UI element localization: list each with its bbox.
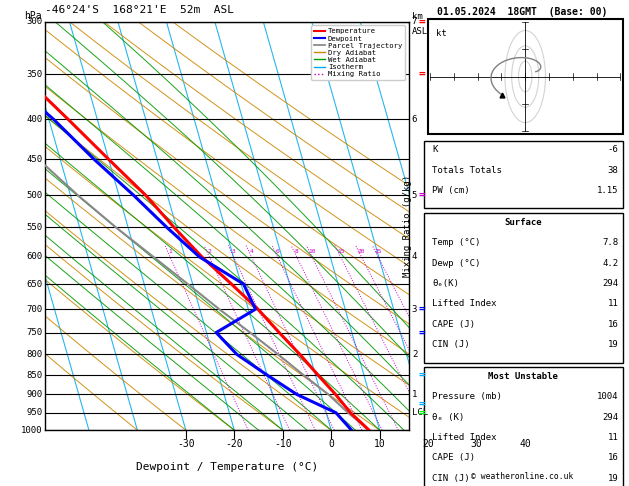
- Text: Lifted Index: Lifted Index: [432, 433, 497, 442]
- Text: 5: 5: [412, 191, 417, 200]
- Text: =: =: [418, 328, 425, 338]
- Text: 0: 0: [328, 439, 334, 449]
- Text: 7.8: 7.8: [602, 238, 618, 247]
- Text: 2: 2: [208, 249, 211, 254]
- Text: Lifted Index: Lifted Index: [432, 299, 497, 309]
- Bar: [423, 367, 623, 486]
- Text: 8: 8: [295, 249, 299, 254]
- Text: Most Unstable: Most Unstable: [488, 372, 558, 381]
- Text: -30: -30: [177, 439, 194, 449]
- Text: K: K: [432, 145, 438, 155]
- Text: θₑ (K): θₑ (K): [432, 413, 464, 422]
- Text: 1: 1: [168, 249, 172, 254]
- Text: θₑ(K): θₑ(K): [432, 279, 459, 288]
- Text: 10: 10: [374, 439, 386, 449]
- Text: 450: 450: [26, 155, 42, 164]
- Text: 4: 4: [412, 252, 417, 261]
- Text: -10: -10: [274, 439, 291, 449]
- Text: ASL: ASL: [412, 27, 428, 36]
- Text: 20: 20: [358, 249, 365, 254]
- Text: 2: 2: [412, 350, 417, 359]
- Text: 950: 950: [26, 408, 42, 417]
- Text: 500: 500: [26, 191, 42, 200]
- Text: =: =: [418, 17, 425, 27]
- Text: Pressure (mb): Pressure (mb): [432, 392, 502, 401]
- Text: =: =: [418, 304, 425, 314]
- Text: 1004: 1004: [597, 392, 618, 401]
- Text: 15: 15: [337, 249, 344, 254]
- Text: 25: 25: [374, 249, 382, 254]
- Text: 3: 3: [412, 305, 417, 313]
- Text: 650: 650: [26, 279, 42, 289]
- Text: 294: 294: [602, 279, 618, 288]
- Text: 4.2: 4.2: [602, 259, 618, 268]
- Text: Dewp (°C): Dewp (°C): [432, 259, 481, 268]
- Text: 20: 20: [422, 439, 434, 449]
- Text: Mixing Ratio (g/kg): Mixing Ratio (g/kg): [403, 175, 412, 277]
- Text: CIN (J): CIN (J): [432, 474, 470, 483]
- Text: hPa: hPa: [25, 11, 42, 21]
- Text: =: =: [418, 399, 425, 409]
- Text: 19: 19: [608, 474, 618, 483]
- Text: LCL: LCL: [412, 408, 428, 417]
- Text: 700: 700: [26, 305, 42, 313]
- Text: 30: 30: [470, 439, 482, 449]
- Text: Surface: Surface: [504, 218, 542, 227]
- Text: © weatheronline.co.uk: © weatheronline.co.uk: [471, 472, 573, 481]
- Bar: [423, 141, 623, 208]
- Text: CIN (J): CIN (J): [432, 340, 470, 349]
- Text: 4: 4: [250, 249, 253, 254]
- Text: -6: -6: [608, 145, 618, 155]
- Legend: Temperature, Dewpoint, Parcel Trajectory, Dry Adiabat, Wet Adiabat, Isotherm, Mi: Temperature, Dewpoint, Parcel Trajectory…: [311, 25, 405, 80]
- Text: =: =: [418, 408, 425, 418]
- Text: 40: 40: [519, 439, 531, 449]
- Text: =: =: [418, 69, 425, 79]
- Text: 400: 400: [26, 115, 42, 124]
- Text: 800: 800: [26, 350, 42, 359]
- Text: 350: 350: [26, 69, 42, 79]
- Text: 1: 1: [412, 390, 417, 399]
- Text: 1000: 1000: [21, 426, 42, 434]
- Text: kt: kt: [437, 29, 447, 38]
- Text: =: =: [418, 370, 425, 380]
- Text: 294: 294: [602, 413, 618, 422]
- Text: 38: 38: [608, 166, 618, 175]
- Text: km: km: [412, 12, 423, 21]
- Text: 7: 7: [412, 17, 417, 26]
- Text: PW (cm): PW (cm): [432, 186, 470, 195]
- Bar: [428, 19, 623, 134]
- Text: CAPE (J): CAPE (J): [432, 453, 475, 463]
- Text: 550: 550: [26, 223, 42, 232]
- Text: 11: 11: [608, 433, 618, 442]
- Text: =: =: [418, 190, 425, 200]
- Bar: [423, 213, 623, 363]
- Text: -20: -20: [225, 439, 243, 449]
- Text: 3: 3: [231, 249, 235, 254]
- Text: Totals Totals: Totals Totals: [432, 166, 502, 175]
- Text: 750: 750: [26, 328, 42, 337]
- Text: 900: 900: [26, 390, 42, 399]
- Text: 6: 6: [412, 115, 417, 124]
- Text: 850: 850: [26, 370, 42, 380]
- Text: -46°24'S  168°21'E  52m  ASL: -46°24'S 168°21'E 52m ASL: [45, 4, 234, 15]
- Text: 1.15: 1.15: [597, 186, 618, 195]
- Text: 19: 19: [608, 340, 618, 349]
- Text: Temp (°C): Temp (°C): [432, 238, 481, 247]
- Text: 11: 11: [608, 299, 618, 309]
- Text: Dewpoint / Temperature (°C): Dewpoint / Temperature (°C): [136, 462, 318, 472]
- Text: 600: 600: [26, 252, 42, 261]
- Text: 10: 10: [308, 249, 316, 254]
- Text: 16: 16: [608, 320, 618, 329]
- Text: 16: 16: [608, 453, 618, 463]
- Text: CAPE (J): CAPE (J): [432, 320, 475, 329]
- Text: 01.05.2024  18GMT  (Base: 00): 01.05.2024 18GMT (Base: 00): [437, 7, 607, 17]
- Text: 300: 300: [26, 17, 42, 26]
- Text: 6: 6: [276, 249, 279, 254]
